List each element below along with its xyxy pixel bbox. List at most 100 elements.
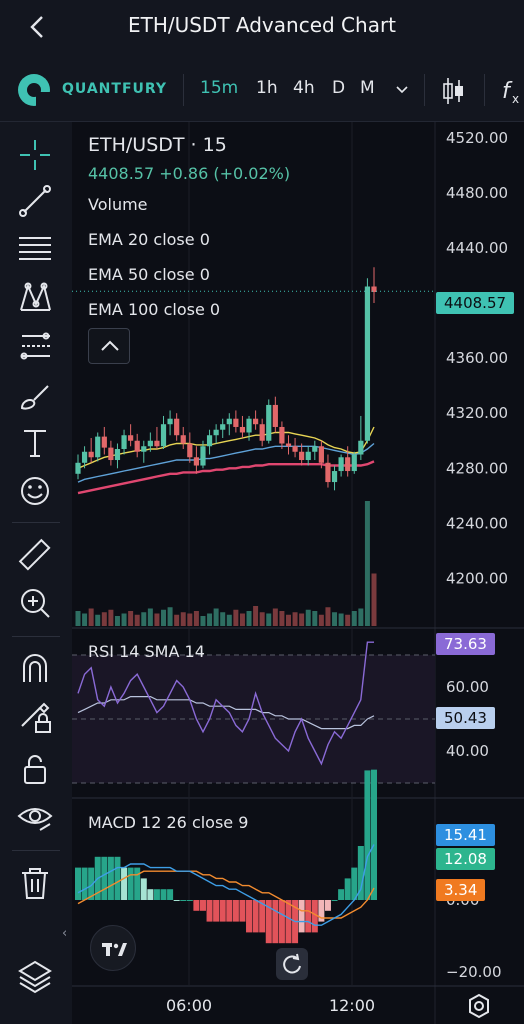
volume-bar xyxy=(128,611,134,626)
macd-histogram-bar xyxy=(239,900,246,922)
rsi-label[interactable]: RSI 14 SMA 14 xyxy=(88,642,205,661)
chevron-up-icon xyxy=(101,340,119,351)
volume-bar xyxy=(253,606,259,626)
volume-bar xyxy=(299,613,305,626)
volume-bar xyxy=(95,614,101,626)
ema20-line xyxy=(77,426,375,469)
rsi-value-badge: 73.63 xyxy=(436,633,495,655)
sidebar-collapse-icon[interactable]: ‹ xyxy=(62,926,68,941)
zoom-in-icon[interactable] xyxy=(16,584,54,622)
settings-gear-icon[interactable] xyxy=(466,993,492,1019)
volume-bar xyxy=(121,613,127,626)
drawing-tools-sidebar: ‹ xyxy=(0,122,72,1024)
price-tick-label: 4280.00 xyxy=(446,459,508,477)
volume-bar xyxy=(213,608,219,626)
macd-histogram-bar xyxy=(318,900,325,922)
pattern-icon[interactable] xyxy=(16,278,54,316)
volume-bar xyxy=(305,609,311,626)
trend-line-icon[interactable] xyxy=(16,182,54,220)
volume-bar xyxy=(279,611,285,626)
candle-body xyxy=(345,457,351,472)
sidebar-divider xyxy=(12,522,60,523)
candle-body xyxy=(253,418,259,425)
tradingview-logo[interactable] xyxy=(90,925,136,971)
legend-symbol: ETH/USDT · 15 xyxy=(88,134,227,156)
collapse-legend-button[interactable] xyxy=(88,328,130,364)
reset-chart-button[interactable] xyxy=(276,948,308,980)
candle-body xyxy=(75,462,81,474)
volume-bar xyxy=(134,614,140,626)
macd-tick-label: −20.00 xyxy=(446,963,502,981)
volume-bar xyxy=(114,616,120,626)
emoji-icon[interactable] xyxy=(16,472,54,510)
macd-label[interactable]: MACD 12 26 close 9 xyxy=(88,813,249,832)
macd-histogram-bar xyxy=(265,900,272,944)
volume-bar xyxy=(108,609,114,626)
horizontal-lines-icon[interactable] xyxy=(16,230,54,268)
candlestick-icon[interactable] xyxy=(440,76,466,106)
volume-bar xyxy=(259,612,265,626)
macd-histogram-bar xyxy=(285,900,292,944)
macd-histogram-bar xyxy=(331,900,338,901)
legend-ema50[interactable]: EMA 50 close 0 xyxy=(88,265,210,284)
volume-bar xyxy=(193,611,199,626)
legend-ema100[interactable]: EMA 100 close 0 xyxy=(88,300,221,319)
macd-histogram-bar xyxy=(75,867,81,900)
price-tick-label: 4440.00 xyxy=(446,239,508,257)
timeframe-4h[interactable]: 4h xyxy=(293,78,315,98)
timeframe-15m[interactable]: 15m xyxy=(200,78,239,98)
fib-icon[interactable] xyxy=(16,328,54,366)
price-tick-label: 4360.00 xyxy=(446,349,508,367)
timeframe-1h[interactable]: 1h xyxy=(256,78,278,98)
lock-drawing-icon[interactable] xyxy=(16,698,54,736)
candle-body xyxy=(187,443,193,458)
macd-histogram-bar xyxy=(167,889,174,900)
brush-icon[interactable] xyxy=(16,378,54,416)
candle-body xyxy=(371,286,377,293)
tradingview-icon xyxy=(102,943,127,956)
toolbar-divider xyxy=(424,74,425,106)
trash-icon[interactable] xyxy=(16,864,54,902)
macd-histogram-bar xyxy=(371,769,377,900)
candle-body xyxy=(292,446,298,452)
header-bar: ETH/USDT Advanced Chart xyxy=(0,0,524,56)
chevron-left-icon[interactable] xyxy=(22,12,52,42)
candle-body xyxy=(134,440,140,452)
legend-ema20[interactable]: EMA 20 close 0 xyxy=(88,230,210,249)
macd-histogram-bar xyxy=(338,889,345,900)
price-tick-label: 4240.00 xyxy=(446,514,508,532)
chevron-down-icon[interactable] xyxy=(394,83,410,97)
macd-histogram-bar xyxy=(81,867,88,900)
function-icon[interactable]: f x xyxy=(500,76,524,106)
macd-histogram-bar xyxy=(259,900,266,933)
macd-histogram-bar xyxy=(232,900,239,922)
ruler-icon[interactable] xyxy=(16,536,54,574)
macd-histogram-bar xyxy=(246,900,253,933)
macd-histogram-bar xyxy=(206,900,213,922)
volume-bar xyxy=(161,609,167,626)
price-tick-label: 4520.00 xyxy=(446,129,508,147)
crosshair-icon[interactable] xyxy=(16,136,54,174)
reset-icon xyxy=(283,953,301,974)
chart-canvas[interactable]: 4520.004480.004440.004400.004360.004320.… xyxy=(72,122,524,1024)
candle-body xyxy=(167,418,173,425)
volume-bar xyxy=(246,611,252,626)
candle-body xyxy=(239,426,246,433)
ema50-line xyxy=(77,442,375,483)
timeframe-m[interactable]: M xyxy=(360,78,375,98)
eye-icon[interactable] xyxy=(16,798,54,836)
candle-body xyxy=(128,435,134,441)
sidebar-divider xyxy=(12,850,60,851)
candle-body xyxy=(206,435,213,447)
unlock-icon[interactable] xyxy=(16,750,54,788)
text-icon[interactable] xyxy=(16,424,54,462)
candle-body xyxy=(193,457,199,466)
timeframe-d[interactable]: D xyxy=(332,78,346,98)
macd-histogram-bar xyxy=(101,856,108,900)
chart-area[interactable]: 4520.004480.004440.004400.004360.004320.… xyxy=(72,122,524,1024)
magnet-icon[interactable] xyxy=(16,650,54,688)
layers-icon[interactable] xyxy=(16,958,54,996)
macd-histogram-bar xyxy=(160,889,167,900)
legend-volume[interactable]: Volume xyxy=(88,195,148,214)
candle-body xyxy=(180,435,186,444)
